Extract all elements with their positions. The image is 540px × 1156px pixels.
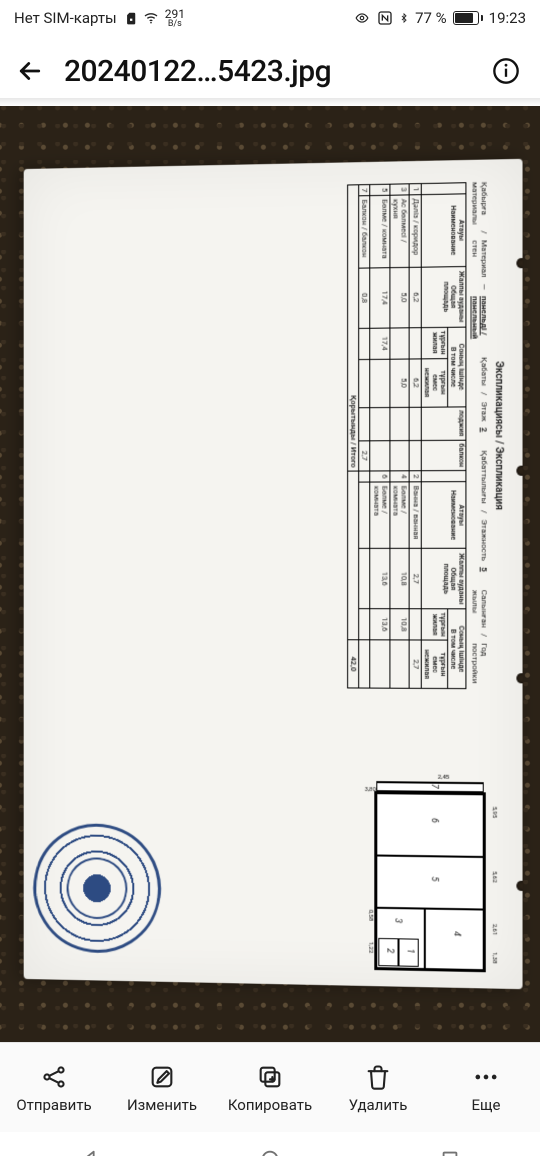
info-icon <box>492 57 520 85</box>
nav-recent[interactable] <box>420 1143 480 1156</box>
nav-home[interactable] <box>240 1143 300 1156</box>
eye-icon <box>353 11 371 25</box>
share-action[interactable]: Отправить <box>4 1062 104 1114</box>
bluetooth-icon <box>399 10 409 26</box>
explication-table: АтауыНаименование Жалпы ауданыОбщая площ… <box>347 182 467 689</box>
section-title: Экспликациясы / Экспликация <box>493 181 504 689</box>
battery-percent-text: 77 % <box>415 9 447 27</box>
clock-text: 19:23 <box>489 9 526 27</box>
data-rate: 291 B/s <box>165 8 185 29</box>
share-icon <box>40 1063 68 1091</box>
explication-block: Экспликациясы / Экспликация Қабырға мате… <box>59 181 504 699</box>
battery-icon <box>453 11 483 25</box>
viewer-header: 20240122…5423.jpg <box>0 36 540 106</box>
table-row: 1Дәліз / коридор6,26,22Ванна / ванная2,7… <box>409 184 420 689</box>
image-viewport[interactable]: Экспликациясы / Экспликация Қабырға мате… <box>0 106 540 1042</box>
android-nav-bar <box>0 1132 540 1156</box>
table-row: 7Балкон / балкон0,82,7 <box>359 185 370 689</box>
edit-label: Изменить <box>127 1096 197 1114</box>
edit-icon <box>148 1063 176 1091</box>
nav-back[interactable] <box>60 1143 120 1156</box>
bottom-action-bar: Отправить Изменить Копировать Удалить Ещ… <box>0 1042 540 1132</box>
trash-icon <box>364 1063 392 1091</box>
arrow-back-icon <box>15 56 45 86</box>
nfc-icon <box>377 10 393 26</box>
back-button[interactable] <box>6 47 54 95</box>
more-label: Еще <box>472 1096 501 1114</box>
more-icon <box>472 1063 500 1091</box>
nav-home-icon <box>259 1148 281 1156</box>
copy-action[interactable]: Копировать <box>220 1062 320 1114</box>
status-bar: Нет SIM-карты 291 B/s 77 % 19:23 <box>0 0 540 36</box>
edit-action[interactable]: Изменить <box>112 1062 212 1114</box>
nav-recent-icon <box>439 1148 461 1156</box>
info-button[interactable] <box>482 47 530 95</box>
copy-label: Копировать <box>228 1096 312 1114</box>
file-title: 20240122…5423.jpg <box>64 54 472 89</box>
floor-plan: 6 5 4 3 1 2 7 5,95 5,62 3,80 2,61 2,45 <box>334 791 496 975</box>
delete-label: Удалить <box>349 1096 408 1114</box>
share-label: Отправить <box>16 1096 91 1114</box>
photo-content: Экспликациясы / Экспликация Қабырға мате… <box>0 106 540 1042</box>
sim-card-icon <box>123 11 137 25</box>
table-row: 5Бөлме / комната17,417,46Бөлме / комната… <box>370 184 390 688</box>
document-page: Экспликациясы / Экспликация Қабырға мате… <box>24 159 523 989</box>
more-action[interactable]: Еще <box>436 1062 536 1114</box>
table-row: 3Ас бөлмесі / кухня5,05,04Бөлме / комнат… <box>390 184 410 689</box>
table-total-row: Қорытынды / Итого42,0 <box>347 185 358 688</box>
nav-back-icon <box>79 1148 101 1156</box>
delete-action[interactable]: Удалить <box>328 1062 428 1114</box>
wifi-icon <box>143 10 159 26</box>
copy-icon <box>256 1063 284 1091</box>
sim-status-text: Нет SIM-карты <box>14 9 117 27</box>
